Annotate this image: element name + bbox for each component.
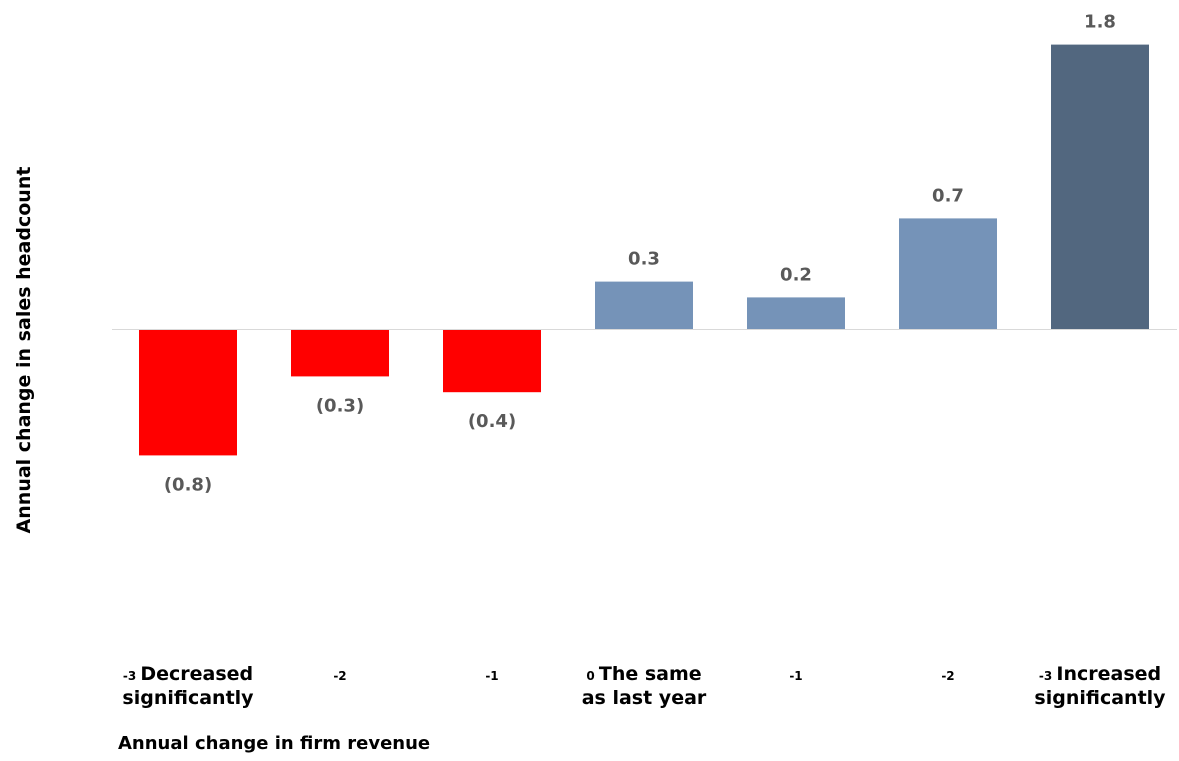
x-tick-label-4: 0 The same as last year: [582, 663, 707, 709]
bar-5: [747, 297, 845, 329]
data-label-1: (0.8): [164, 474, 212, 495]
x-tick-label-3: -1: [485, 669, 498, 683]
x-tick-label-6: -2: [941, 669, 954, 683]
data-label-6: 0.7: [932, 185, 964, 206]
y-axis-label: Annual change in sales headcount: [13, 166, 35, 534]
bar-3: [443, 329, 541, 393]
data-label-4: 0.3: [628, 249, 660, 270]
x-tick-label-5: -1: [789, 669, 802, 683]
data-label-5: 0.2: [780, 264, 812, 285]
x-tick-label-1: -3 Decreased significantly: [122, 663, 254, 709]
bar-6: [899, 218, 997, 329]
data-label-2: (0.3): [316, 395, 364, 416]
x-tick-label-2: -2: [333, 669, 346, 683]
bar-7: [1051, 44, 1149, 329]
bar-4: [595, 281, 693, 329]
bar-2: [291, 329, 389, 377]
x-axis-label: Annual change in firm revenue: [118, 733, 431, 754]
data-label-3: (0.4): [468, 411, 516, 432]
bar-1: [139, 329, 237, 456]
data-label-7: 1.8: [1084, 12, 1116, 33]
x-tick-label-7: -3 Increased significantly: [1034, 663, 1166, 709]
